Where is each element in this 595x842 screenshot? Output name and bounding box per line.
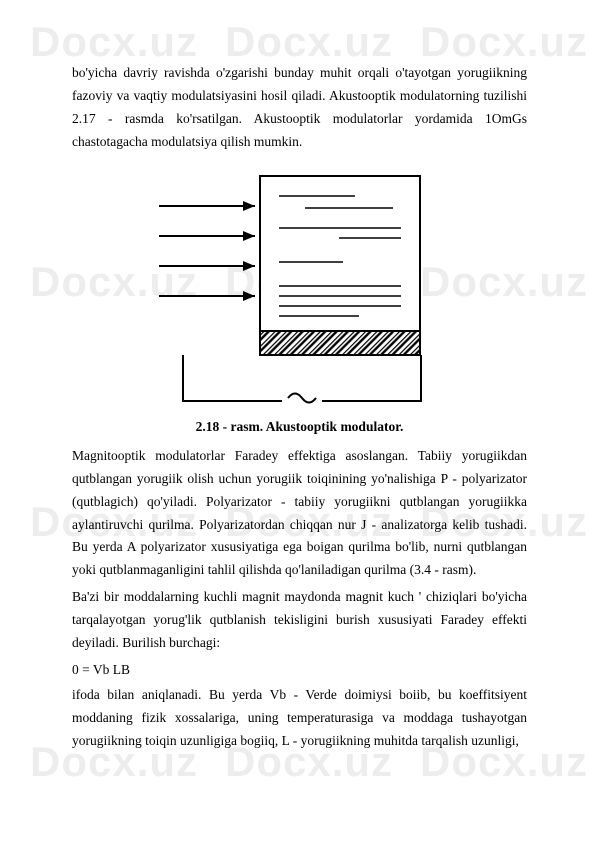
paragraph-1: bo'yicha davriy ravishda o'zgarishi bund… (72, 62, 527, 154)
paragraph-3: Ba'zi bir moddalarning kuchli magnit may… (72, 586, 527, 655)
modulator-figure (155, 168, 445, 408)
watermark: Docx.uz (420, 18, 588, 66)
paragraph-4: ifoda bilan aniqlanadi. Bu yerda Vb - Ve… (72, 684, 527, 753)
figure-caption: 2.18 - rasm. Akustooptik modulator. (72, 416, 527, 439)
watermark: Docx.uz (225, 18, 393, 66)
paragraph-2: Magnitooptik modulatorlar Faradey effekt… (72, 445, 527, 583)
formula: 0 = Vb LB (72, 659, 527, 682)
watermark: Docx.uz (30, 18, 198, 66)
